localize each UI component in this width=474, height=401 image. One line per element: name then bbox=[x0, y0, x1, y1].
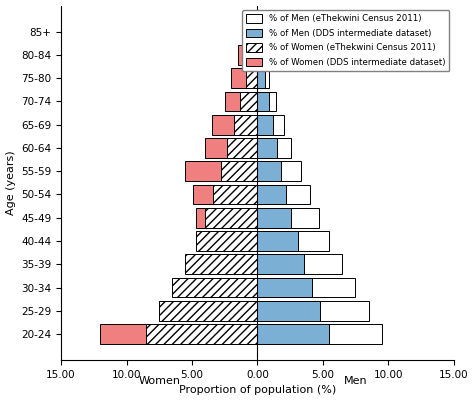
Text: Men: Men bbox=[344, 376, 367, 386]
Bar bbox=[257, 184, 310, 205]
Bar bbox=[257, 91, 276, 111]
Bar bbox=[257, 161, 301, 181]
Bar bbox=[199, 301, 257, 321]
Bar bbox=[257, 115, 273, 135]
Bar bbox=[211, 115, 257, 135]
Bar bbox=[213, 184, 257, 205]
Bar bbox=[257, 138, 277, 158]
Legend: % of Men (eThekwini Census 2011), % of Men (DDS intermediate dataset), % of Wome: % of Men (eThekwini Census 2011), % of M… bbox=[242, 10, 449, 71]
Bar bbox=[225, 91, 257, 111]
Bar bbox=[246, 68, 257, 88]
Bar bbox=[257, 231, 329, 251]
Bar bbox=[257, 255, 304, 274]
Bar bbox=[193, 184, 257, 205]
Bar bbox=[196, 208, 257, 228]
Bar bbox=[257, 45, 264, 65]
Bar bbox=[257, 324, 382, 344]
Y-axis label: Age (years): Age (years) bbox=[6, 150, 16, 215]
Bar bbox=[146, 324, 257, 344]
Bar bbox=[257, 278, 356, 298]
Bar bbox=[100, 324, 257, 344]
Bar bbox=[251, 45, 257, 65]
Bar bbox=[216, 255, 257, 274]
Bar bbox=[173, 278, 257, 298]
Text: Women: Women bbox=[138, 376, 180, 386]
Bar bbox=[227, 138, 257, 158]
Bar bbox=[254, 22, 257, 41]
Bar bbox=[257, 231, 298, 251]
Bar bbox=[257, 301, 320, 321]
Bar bbox=[257, 22, 261, 41]
Bar bbox=[257, 115, 283, 135]
Bar bbox=[208, 278, 257, 298]
Bar bbox=[257, 278, 312, 298]
Bar bbox=[257, 184, 286, 205]
Bar bbox=[257, 161, 281, 181]
X-axis label: Proportion of population (%): Proportion of population (%) bbox=[179, 385, 336, 395]
Bar bbox=[257, 301, 369, 321]
Bar bbox=[238, 45, 257, 65]
Bar bbox=[159, 301, 257, 321]
Bar bbox=[257, 68, 265, 88]
Bar bbox=[257, 68, 269, 88]
Bar bbox=[246, 22, 257, 41]
Bar bbox=[240, 91, 257, 111]
Bar bbox=[221, 161, 257, 181]
Bar bbox=[221, 231, 257, 251]
Bar bbox=[257, 324, 329, 344]
Bar bbox=[185, 255, 257, 274]
Bar bbox=[231, 68, 257, 88]
Bar bbox=[257, 255, 342, 274]
Bar bbox=[234, 115, 257, 135]
Bar bbox=[205, 208, 257, 228]
Bar bbox=[205, 138, 257, 158]
Bar bbox=[257, 208, 319, 228]
Bar bbox=[185, 161, 257, 181]
Bar bbox=[257, 45, 262, 65]
Bar bbox=[257, 22, 259, 41]
Bar bbox=[196, 231, 257, 251]
Bar bbox=[257, 91, 269, 111]
Bar bbox=[257, 138, 292, 158]
Bar bbox=[257, 208, 292, 228]
